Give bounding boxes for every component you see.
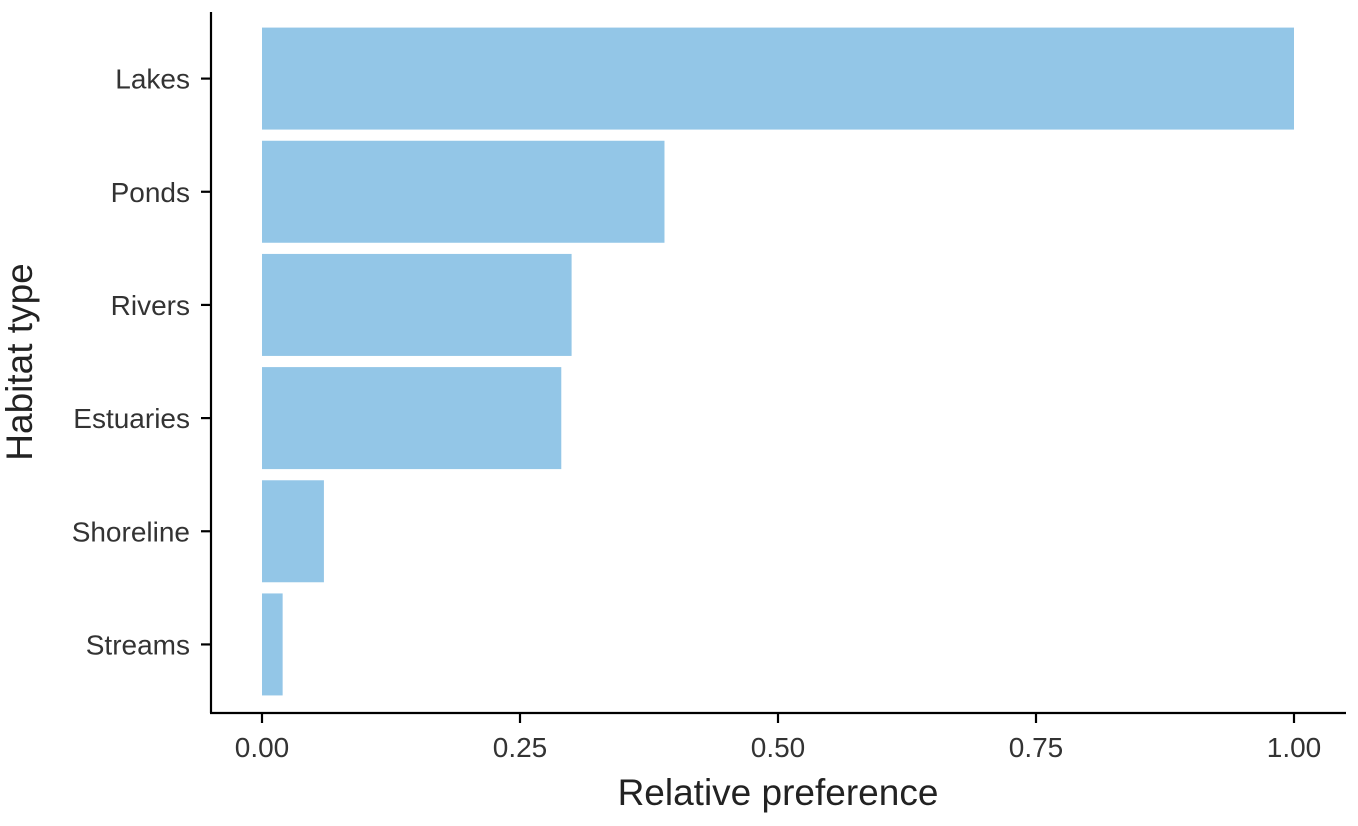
bar-shoreline bbox=[262, 480, 324, 583]
x-tick-label: 0.25 bbox=[493, 732, 548, 763]
y-axis-title: Habitat type bbox=[0, 263, 40, 460]
x-axis: 0.00 0.25 0.50 0.75 1.00 bbox=[210, 711, 1346, 763]
bar-lakes bbox=[262, 27, 1294, 130]
y-tick-label: Ponds bbox=[111, 177, 190, 208]
bar-streams bbox=[262, 593, 283, 696]
bar-ponds bbox=[262, 140, 665, 243]
bar-rivers bbox=[262, 253, 572, 356]
y-tick-label: Estuaries bbox=[73, 403, 190, 434]
y-tick-label: Shoreline bbox=[72, 516, 190, 547]
x-axis-title: Relative preference bbox=[618, 772, 939, 813]
bars-group bbox=[262, 27, 1294, 696]
y-tick-label: Streams bbox=[86, 629, 190, 660]
x-tick-label: 0.50 bbox=[751, 732, 806, 763]
bar-estuaries bbox=[262, 367, 562, 470]
y-axis: Lakes Ponds Rivers Estuaries Shoreline Stream… bbox=[72, 12, 213, 713]
x-tick-label: 1.00 bbox=[1267, 732, 1322, 763]
y-tick-label: Rivers bbox=[111, 290, 190, 321]
x-tick-label: 0.00 bbox=[235, 732, 290, 763]
y-tick-label: Lakes bbox=[115, 64, 190, 95]
x-tick-label: 0.75 bbox=[1009, 732, 1064, 763]
